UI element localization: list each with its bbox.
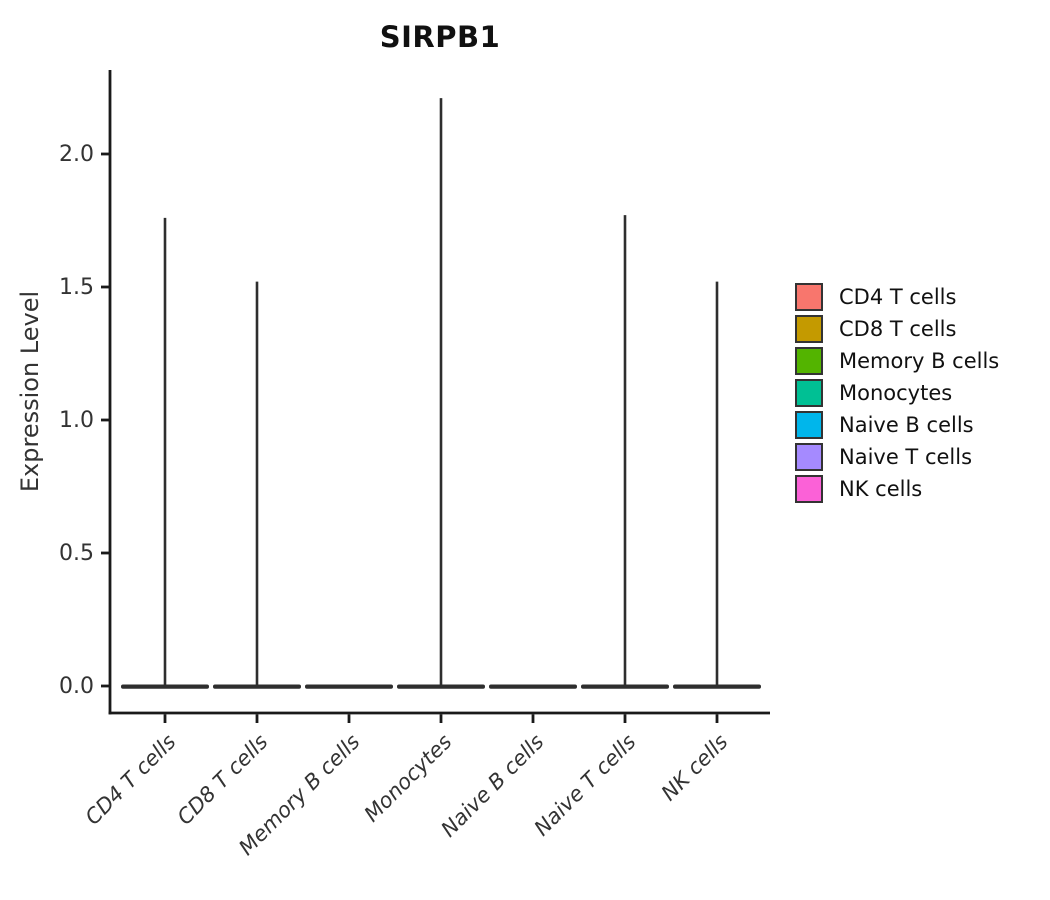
legend-swatch bbox=[795, 315, 823, 343]
y-tick-label: 0.0 bbox=[59, 674, 94, 699]
legend-label: Memory B cells bbox=[839, 349, 1000, 373]
legend-label: NK cells bbox=[839, 477, 923, 501]
legend: CD4 T cells CD8 T cells Memory B cells Mono… bbox=[795, 283, 999, 503]
legend-item: Memory B cells bbox=[795, 347, 999, 375]
legend-label: Naive B cells bbox=[839, 413, 974, 437]
legend-swatch bbox=[795, 475, 823, 503]
x-tick-label: NK cells bbox=[657, 730, 733, 806]
plot-title: SIRPB1 bbox=[379, 20, 501, 54]
legend-swatch bbox=[795, 411, 823, 439]
y-tick-label: 2.0 bbox=[59, 142, 94, 167]
violin-body bbox=[121, 684, 209, 689]
violin-body bbox=[581, 684, 669, 689]
y-tick-label: 0.5 bbox=[59, 541, 94, 566]
legend-item: CD8 T cells bbox=[795, 315, 999, 343]
x-tick-label: Monocytes bbox=[360, 730, 457, 827]
legend-item: NK cells bbox=[795, 475, 999, 503]
x-tick-label: CD4 T cells bbox=[81, 730, 181, 830]
legend-swatch bbox=[795, 443, 823, 471]
legend-swatch bbox=[795, 347, 823, 375]
legend-item: Naive B cells bbox=[795, 411, 999, 439]
legend-label: Naive T cells bbox=[839, 445, 973, 469]
y-tick-label: 1.0 bbox=[59, 408, 94, 433]
violin-body bbox=[305, 684, 393, 689]
violin-body bbox=[673, 684, 761, 689]
y-axis-label: Expression Level bbox=[16, 291, 44, 492]
legend-item: CD4 T cells bbox=[795, 283, 999, 311]
legend-item: Naive T cells bbox=[795, 443, 999, 471]
legend-swatch bbox=[795, 379, 823, 407]
legend-label: Monocytes bbox=[839, 381, 953, 405]
violin-body bbox=[489, 684, 577, 689]
legend-swatch bbox=[795, 283, 823, 311]
legend-item: Monocytes bbox=[795, 379, 999, 407]
legend-label: CD8 T cells bbox=[839, 317, 957, 341]
violin-body bbox=[397, 684, 485, 689]
violin-body bbox=[213, 684, 301, 689]
legend-label: CD4 T cells bbox=[839, 285, 957, 309]
y-tick-label: 1.5 bbox=[59, 275, 94, 300]
x-tick-label: CD8 T cells bbox=[173, 730, 273, 830]
